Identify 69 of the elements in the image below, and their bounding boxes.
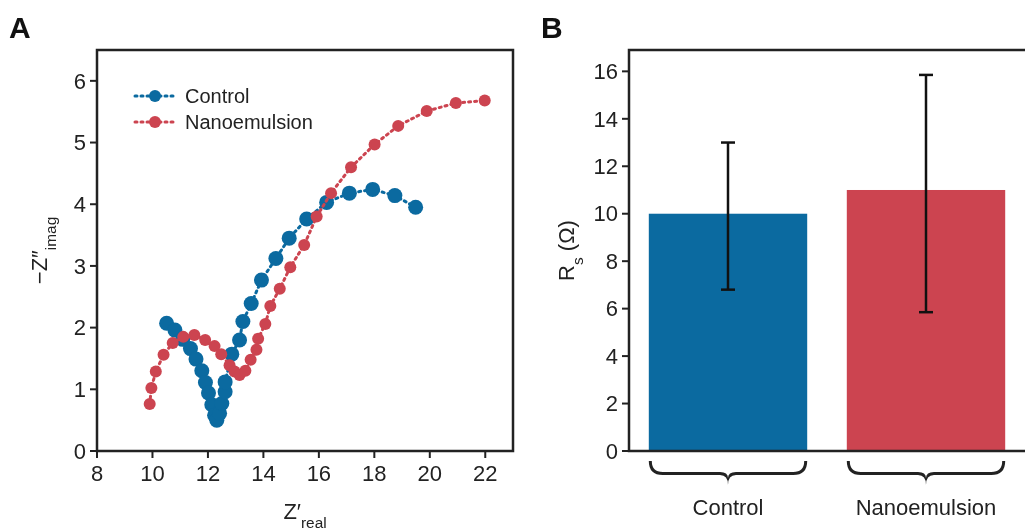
point [252,332,265,345]
point [253,272,269,288]
x-tick-label: 16 [306,461,332,486]
legend-label: Nanoemulsion [185,111,313,133]
x-tick-label: 18 [362,461,387,486]
y-tick-label: 2 [73,315,86,341]
y-tick-label: 6 [605,296,618,322]
point [259,317,272,330]
point [392,119,405,132]
point [420,105,433,118]
point [235,313,251,329]
point [478,94,491,107]
point [449,97,462,110]
x-tick-label: 14 [251,461,276,486]
point [284,261,297,274]
point [365,181,381,197]
point [243,296,259,312]
point [325,187,338,200]
point [232,332,248,348]
y-tick-label: 10 [593,201,618,227]
y-tick-label: 14 [593,106,618,132]
point [157,348,170,361]
point [387,188,403,204]
point [149,365,162,378]
point [264,300,277,313]
point [273,282,286,295]
y-tick-label: 6 [73,68,86,94]
chart-title: A [9,11,31,44]
y-tick-label: 4 [73,191,86,217]
x-tick-label: 12 [195,461,221,486]
y-tick-label: 3 [73,253,86,279]
x-tick-label: 10 [140,461,165,486]
point [215,348,228,361]
point [182,341,198,357]
point [281,230,297,246]
point [345,161,358,174]
point [341,185,357,201]
point [188,351,204,367]
point [199,333,212,346]
point [177,330,190,343]
point [310,210,323,223]
point [239,364,252,377]
y-tick-label: 1 [73,377,86,403]
point [368,138,381,151]
legend-label: Control [185,85,250,107]
x-tick-label: 8 [90,461,104,486]
point [166,337,179,350]
y-tick-label: 2 [605,391,618,417]
y-tick-label: 5 [73,130,86,156]
x-tick-label: 22 [473,461,498,486]
y-tick-label: 0 [605,438,618,464]
point [268,251,284,267]
x-tick-label: 20 [417,461,443,486]
point [298,238,311,251]
point [208,340,221,353]
point [145,382,158,395]
x-axis-title: Z′$_{real}$ [283,499,327,529]
point [244,353,257,366]
y-tick-label: 12 [593,153,618,179]
y-tick-label: 16 [593,59,618,85]
y-tick-label: 8 [605,248,618,274]
point [408,199,424,215]
point [250,343,263,356]
point [188,329,201,342]
chart-title: B [541,11,563,44]
y-tick-label: 0 [73,438,86,464]
point [143,398,156,411]
point [214,396,230,411]
y-tick-label: 4 [605,343,618,369]
